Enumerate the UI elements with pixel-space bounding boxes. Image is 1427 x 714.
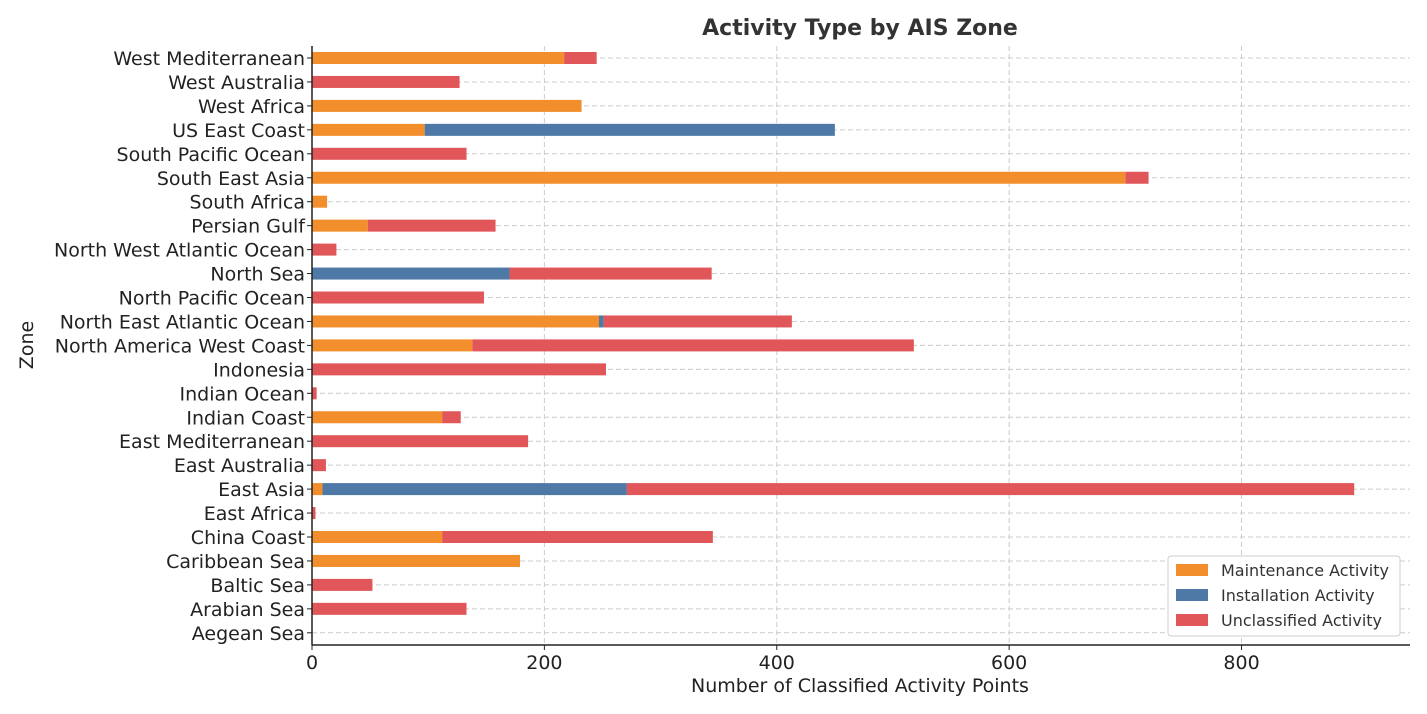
bar-unclassified-activity-north-east-atlantic-ocean xyxy=(603,315,792,328)
x-tick-label: 0 xyxy=(306,652,318,674)
y-tick-label: North Sea xyxy=(210,264,305,286)
bar-unclassified-activity-east-asia xyxy=(626,483,1355,496)
bar-unclassified-activity-south-east-asia xyxy=(1125,171,1149,184)
bar-unclassified-activity-west-australia xyxy=(312,75,460,88)
y-tick-label: East Asia xyxy=(218,479,305,501)
y-tick-label: East Australia xyxy=(174,455,305,477)
bar-unclassified-activity-west-mediterranean xyxy=(564,52,597,64)
bar-maintenance-activity-west-mediterranean xyxy=(312,52,565,64)
legend-label-maintenance-activity: Maintenance Activity xyxy=(1221,561,1389,580)
bar-maintenance-activity-south-africa xyxy=(312,195,328,208)
x-tick-label: 200 xyxy=(526,652,562,674)
y-tick-label: Caribbean Sea xyxy=(166,551,305,573)
bar-maintenance-activity-north-america-west-coast xyxy=(312,339,473,352)
bar-installation-activity-us-east-coast xyxy=(424,123,835,136)
legend-label-unclassified-activity: Unclassified Activity xyxy=(1221,611,1382,630)
bar-unclassified-activity-east-australia xyxy=(312,459,326,472)
x-axis-label: Number of Classified Activity Points xyxy=(691,675,1029,697)
bar-maintenance-activity-caribbean-sea xyxy=(312,554,520,567)
bar-unclassified-activity-east-africa xyxy=(312,507,316,520)
y-tick-label: South East Asia xyxy=(157,168,305,190)
bar-layer xyxy=(312,52,1355,615)
y-tick-label: West Mediterranean xyxy=(113,48,305,70)
bar-unclassified-activity-indian-ocean xyxy=(312,387,317,400)
chart-title: Activity Type by AIS Zone xyxy=(702,16,1018,41)
bar-maintenance-activity-east-asia xyxy=(312,483,323,496)
bar-unclassified-activity-north-sea xyxy=(509,267,712,280)
y-tick-label: West Africa xyxy=(198,96,305,118)
bar-installation-activity-north-east-atlantic-ocean xyxy=(598,315,604,328)
legend-swatch-unclassified-activity xyxy=(1176,614,1208,626)
y-tick-label: South Pacific Ocean xyxy=(117,144,305,166)
bar-unclassified-activity-north-pacific-ocean xyxy=(312,291,484,304)
bar-installation-activity-east-asia xyxy=(322,483,627,496)
bar-unclassified-activity-baltic-sea xyxy=(312,578,373,591)
y-tick-label: North West Atlantic Ocean xyxy=(54,240,305,262)
legend-swatch-installation-activity xyxy=(1176,589,1208,601)
bar-installation-activity-north-sea xyxy=(312,267,510,280)
y-tick-label: East Africa xyxy=(204,503,305,525)
bar-unclassified-activity-indian-coast xyxy=(442,411,461,424)
legend-label-installation-activity: Installation Activity xyxy=(1221,586,1375,605)
y-tick-label: Aegean Sea xyxy=(192,623,305,645)
legend: Maintenance Activity Installation Activit… xyxy=(1167,555,1401,637)
x-tick-labels: 0 200 400 600 800 xyxy=(306,645,1260,674)
bar-maintenance-activity-south-east-asia xyxy=(312,171,1126,184)
bar-maintenance-activity-north-east-atlantic-ocean xyxy=(312,315,599,328)
bar-unclassified-activity-south-pacific-ocean xyxy=(312,147,467,160)
x-tick-label: 600 xyxy=(991,652,1027,674)
y-tick-label: US East Coast xyxy=(172,120,305,142)
x-tick-label: 400 xyxy=(759,652,795,674)
bar-unclassified-activity-east-mediterranean xyxy=(312,435,529,448)
y-tick-label: North America West Coast xyxy=(55,335,305,357)
legend-box xyxy=(1167,555,1401,637)
y-axis-label: Zone xyxy=(16,321,38,369)
y-tick-label: West Australia xyxy=(168,72,305,94)
y-tick-label: Indonesia xyxy=(213,359,305,381)
bar-unclassified-activity-north-america-west-coast xyxy=(472,339,914,352)
bar-maintenance-activity-indian-coast xyxy=(312,411,443,424)
bar-unclassified-activity-persian-gulf xyxy=(367,219,496,232)
bar-maintenance-activity-us-east-coast xyxy=(312,123,425,136)
y-tick-label: North East Atlantic Ocean xyxy=(60,311,305,333)
y-tick-label: Indian Coast xyxy=(186,407,305,429)
y-tick-label: Persian Gulf xyxy=(191,216,306,238)
bar-maintenance-activity-west-africa xyxy=(312,99,582,112)
y-tick-label: South Africa xyxy=(190,192,305,214)
bar-maintenance-activity-china-coast xyxy=(312,531,443,543)
bar-unclassified-activity-china-coast xyxy=(442,531,713,543)
bar-maintenance-activity-persian-gulf xyxy=(312,219,368,232)
y-tick-label: North Pacific Ocean xyxy=(119,288,305,310)
y-tick-label: East Mediterranean xyxy=(119,431,305,453)
bar-unclassified-activity-arabian-sea xyxy=(312,602,467,615)
y-tick-label: Arabian Sea xyxy=(190,599,305,621)
y-tick-label: Indian Ocean xyxy=(180,383,306,405)
bar-unclassified-activity-indonesia xyxy=(312,363,606,376)
y-tick-label: Baltic Sea xyxy=(210,575,305,597)
bar-unclassified-activity-north-west-atlantic-ocean xyxy=(312,243,337,256)
y-tick-label: China Coast xyxy=(191,527,305,549)
legend-swatch-maintenance-activity xyxy=(1176,564,1208,576)
x-tick-label: 800 xyxy=(1223,652,1259,674)
